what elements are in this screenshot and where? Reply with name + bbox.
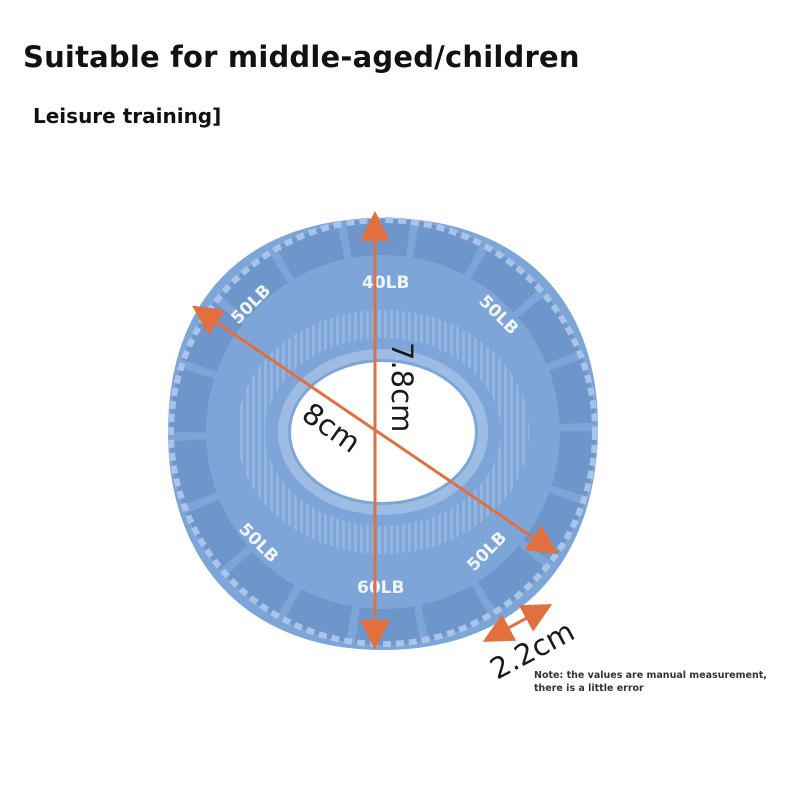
dimension-arrows [192,211,558,650]
page-title: Suitable for middle-aged/children [23,40,580,74]
note-line-2: there is a little error [534,683,644,694]
diameter-arrow [192,305,558,555]
height-label: 7.8cm [385,342,419,432]
page-subtitle: Leisure training] [33,104,222,128]
thickness-arrow [482,604,553,642]
note-line-1: Note: the values are manual measurement, [534,670,767,681]
label-top: 40LB [362,273,409,293]
label-bottom: 60LB [357,578,404,598]
measurement-note: Note: the values are manual measurement,… [534,669,784,695]
